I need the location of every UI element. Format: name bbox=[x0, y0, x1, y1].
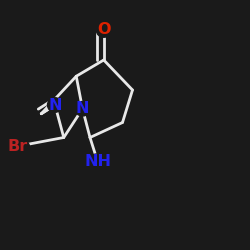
Text: N: N bbox=[76, 101, 89, 116]
Text: O: O bbox=[97, 22, 110, 38]
Ellipse shape bbox=[48, 98, 62, 112]
Ellipse shape bbox=[86, 154, 109, 168]
Ellipse shape bbox=[96, 23, 111, 37]
Ellipse shape bbox=[6, 139, 30, 154]
Text: Br: Br bbox=[8, 139, 28, 154]
Text: N: N bbox=[48, 98, 62, 112]
Text: NH: NH bbox=[84, 154, 111, 169]
Ellipse shape bbox=[75, 102, 90, 116]
